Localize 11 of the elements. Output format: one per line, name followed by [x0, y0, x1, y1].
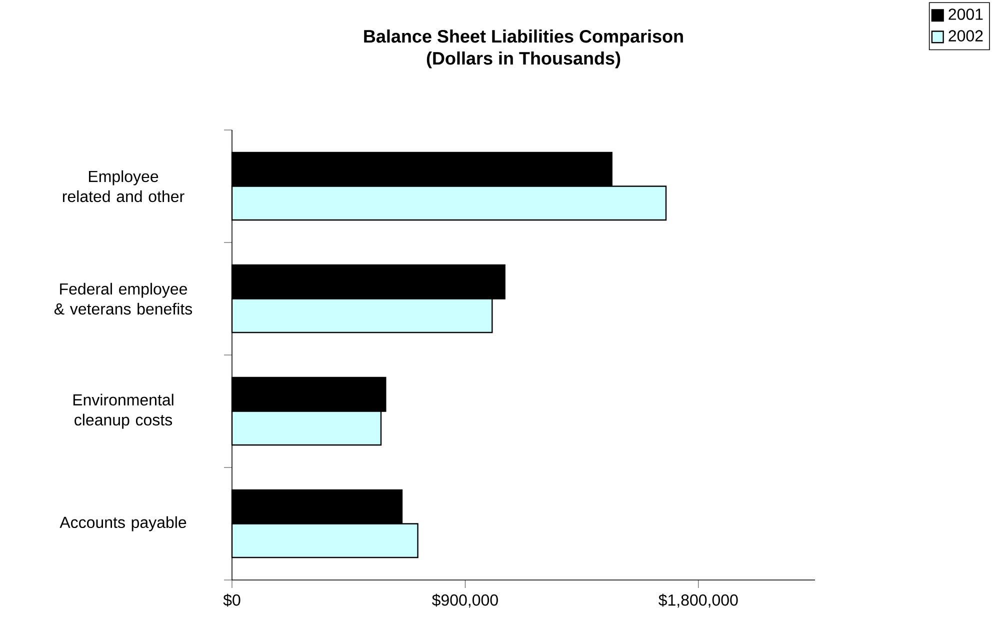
y-tick-label: Federal employee & veterans benefits [54, 282, 192, 315]
chart-subtitle: (Dollars in Thousands) [426, 51, 620, 68]
y-tick-label: Accounts payable [60, 516, 186, 532]
x-tick-label: $1,800,000 [658, 594, 738, 608]
x-tick-label: $900,000 [432, 594, 498, 608]
legend-label: 2001 [948, 8, 983, 20]
chart-title: Balance Sheet Liabilities Comparison [364, 29, 683, 46]
x-tick-label: $0 [223, 594, 240, 607]
y-tick-label: Environmental cleanup costs [73, 394, 174, 429]
legend-label: 2002 [948, 30, 983, 42]
y-tick-label: Employee related and other [62, 170, 184, 202]
